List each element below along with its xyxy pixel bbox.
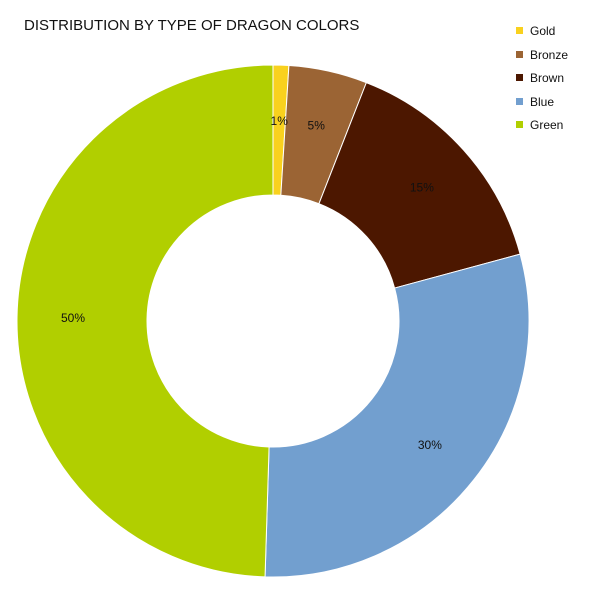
chart-title: DISTRIBUTION BY TYPE OF DRAGON COLORS [24,17,360,34]
legend-item-blue: Blue [516,95,596,119]
legend-swatch-bronze [516,50,523,58]
legend-item-brown: Brown [516,71,596,95]
legend-label-bronze: Bronze [530,47,569,62]
legend-label-blue: Blue [530,94,555,109]
slice-label-green: 50% [61,311,85,325]
legend-label-brown: Brown [530,71,565,85]
legend-swatch-gold [516,27,523,34]
legend-swatch-blue [516,97,523,105]
slice-green [16,64,274,578]
slice-brown [318,81,521,289]
legend-item-bronze: Bronze [516,48,596,72]
slice-label-brown: 15% [410,181,434,195]
slice-blue [264,253,530,578]
slice-label-gold: 1% [271,114,289,128]
legend-swatch-green [516,121,523,128]
legend-swatch-brown [516,74,523,81]
legend-label-green: Green [530,118,564,132]
legend-label-gold: Gold [530,24,556,38]
legend: Gold Bronze Brown Blue Green [516,24,596,142]
legend-item-gold: Gold [516,24,596,48]
slice-label-bronze: 5% [308,119,326,133]
slice-label-blue: 30% [418,438,442,452]
legend-item-green: Green [516,118,596,142]
